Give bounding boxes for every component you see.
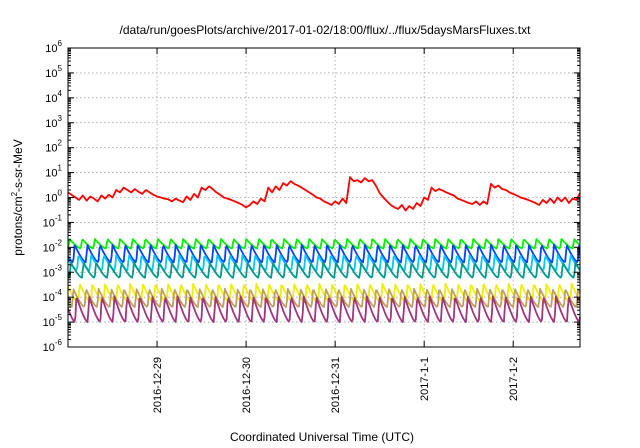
x-tick-label: 2017-1-1	[419, 357, 431, 401]
y-tick-label: 106	[45, 39, 62, 55]
y-tick-label: 10-5	[43, 313, 63, 329]
x-tick-label: 2016-12-30	[241, 357, 253, 413]
y-tick-label: 104	[45, 89, 62, 105]
y-axis-label-post: -s-sr-MeV	[11, 139, 25, 192]
x-tick-label: 2016-12-31	[330, 357, 342, 413]
x-tick-label: 2016-12-29	[152, 357, 164, 413]
y-tick-label: 105	[45, 64, 62, 80]
y-tick-label: 10-4	[43, 288, 63, 304]
y-tick-label: 10-3	[43, 263, 63, 279]
x-tick-labels: 2016-12-29 2016-12-30 2016-12-31 2017-1-1 20…	[152, 357, 520, 413]
y-tick-label: 10-1	[43, 213, 63, 229]
y-axis-label: protons/cm2-s-sr-MeV	[10, 139, 25, 255]
series-line	[67, 176, 581, 212]
series-line	[67, 243, 581, 264]
y-axis-label-sup: 2	[10, 191, 19, 196]
y-tick-labels: 10-6 10-5 10-4 10-3 10-2 10-1 100 101 102 103 104 1…	[43, 39, 63, 354]
x-axis-label: Coordinated Universal Time (UTC)	[230, 430, 414, 444]
series-line	[67, 261, 581, 279]
series-line	[67, 238, 581, 250]
y-tick-label: 102	[45, 139, 62, 155]
y-tick-label: 10-6	[43, 338, 63, 354]
y-axis-label-pre: protons/cm	[11, 196, 25, 255]
y-tick-label: 103	[45, 114, 62, 130]
plot-series	[67, 176, 581, 323]
y-tick-label: 10-2	[43, 238, 63, 254]
axis-ticks	[68, 47, 580, 348]
x-tick-label: 2017-1-2	[508, 357, 520, 401]
y-tick-label: 101	[45, 164, 62, 180]
series-line	[67, 295, 581, 323]
y-tick-label: 100	[45, 189, 62, 205]
chart-title: /data/run/goesPlots/archive/2017-01-02/1…	[120, 23, 532, 37]
